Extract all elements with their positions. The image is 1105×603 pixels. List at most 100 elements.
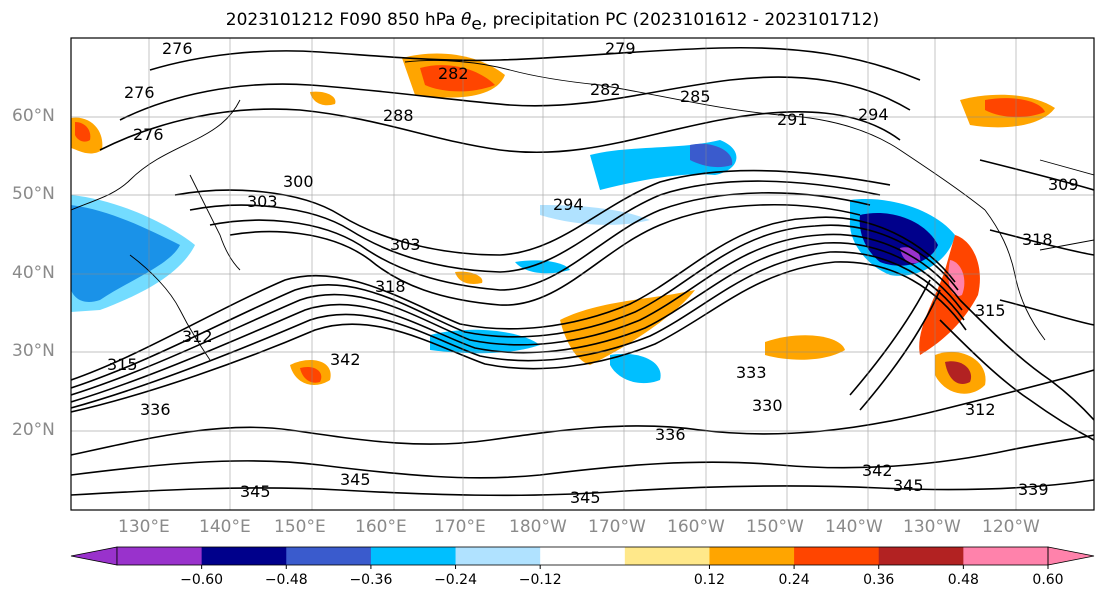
contour-label: 339 <box>1018 480 1049 499</box>
contour-label: 303 <box>390 235 421 254</box>
contour-label: 342 <box>330 350 361 369</box>
gridlines <box>71 38 1094 510</box>
colorbar-extend-max <box>1047 546 1095 566</box>
anomaly-red-hawaii <box>945 361 972 384</box>
colorbar-segment <box>878 547 964 565</box>
contour-label: 345 <box>570 488 601 507</box>
lon-label: 180°W <box>509 517 567 537</box>
lon-label: 130°W <box>903 517 961 537</box>
lon-label: 140°W <box>825 517 883 537</box>
lon-label: 120°W <box>982 517 1040 537</box>
anomaly-orange-e1 <box>310 91 336 106</box>
lon-label: 130°E <box>118 517 170 537</box>
contour-label: 291 <box>777 110 808 129</box>
colorbar-segment <box>201 547 287 565</box>
coastlines <box>71 59 1094 361</box>
contour-label: 309 <box>1048 175 1079 194</box>
anomaly-pink-coast <box>948 260 965 296</box>
lon-label: 170°W <box>588 517 646 537</box>
colorbar-extend-min <box>70 546 118 566</box>
contour-label: 345 <box>893 476 924 495</box>
anomaly-red-bering <box>420 65 495 92</box>
title-forecast: F090 <box>339 10 382 30</box>
contour-label: 282 <box>590 80 621 99</box>
lat-label: 60°N <box>12 106 55 126</box>
contour-label: 330 <box>752 396 783 415</box>
contour-label: 312 <box>182 327 213 346</box>
title-rest: , precipitation PC (2023101612 - 2023101… <box>481 10 880 30</box>
colorbar-tick-label: −0.48 <box>264 572 308 588</box>
anomaly-cyan-n1 <box>515 260 570 274</box>
lat-label: 50°N <box>12 184 55 204</box>
lon-label: 170°E <box>434 517 486 537</box>
anomaly-cyan-central2 <box>610 353 661 384</box>
colorbar-segment <box>624 547 710 565</box>
colorbar <box>70 546 1095 569</box>
contour-label: 282 <box>438 64 469 83</box>
contour-label: 288 <box>383 106 414 125</box>
colorbar-segment <box>117 547 203 565</box>
contour-label: 303 <box>247 192 278 211</box>
colorbar-tick-label: 0.24 <box>778 572 810 588</box>
contour-label: 276 <box>133 125 164 144</box>
anomaly-cyan-asia <box>71 195 195 312</box>
anomaly-red-ne <box>985 98 1045 118</box>
lon-label: 150°W <box>746 517 804 537</box>
theta-e-contours <box>71 46 1094 497</box>
contour-label: 315 <box>975 301 1006 320</box>
contour-label: 315 <box>107 355 138 374</box>
title-level: 850 hPa <box>387 10 456 30</box>
colorbar-segment <box>794 547 880 565</box>
lon-label: 150°E <box>274 517 326 537</box>
contour-label: 336 <box>140 400 171 419</box>
colorbar-frame <box>116 546 1049 566</box>
colorbar-tick-label: −0.24 <box>434 572 477 588</box>
contour-label: 294 <box>553 195 584 214</box>
contour-label: 276 <box>124 83 155 102</box>
colorbar-tick-label: −0.12 <box>518 572 562 588</box>
contour-labels: 276 276 276 279 282 282 285 288 291 294 … <box>107 39 1079 507</box>
contour-label: 312 <box>965 400 996 419</box>
contour-label: 336 <box>655 425 686 444</box>
contour-label: 300 <box>283 172 314 191</box>
lat-label: 40°N <box>12 263 55 283</box>
contour-label: 333 <box>736 363 767 382</box>
colorbar-tick-label: 0.60 <box>1032 572 1064 588</box>
contour-label: 318 <box>375 277 406 296</box>
colorbar-tick-label: −0.60 <box>180 572 224 588</box>
chart-title: 2023101212 F090 850 hPa θe, precipitatio… <box>0 10 1105 34</box>
colorbar-tick-label: 0.12 <box>693 572 726 588</box>
contour-label: 279 <box>605 39 636 58</box>
colorbar-tick-label: −0.36 <box>349 572 393 588</box>
contour-label: 318 <box>1022 230 1053 249</box>
anomaly-red-asia <box>75 122 91 142</box>
lat-label: 30°N <box>12 341 55 361</box>
colorbar-segment <box>455 547 541 565</box>
colorbar-tick-label: 0.48 <box>947 572 979 588</box>
contour-label: 285 <box>680 87 711 106</box>
lon-label: 160°E <box>355 517 407 537</box>
anomaly-blue-aleutian <box>690 143 733 168</box>
title-run: 2023101212 <box>225 10 334 30</box>
contour-label: 342 <box>862 461 893 480</box>
title-symbol-sub: e <box>471 14 482 35</box>
colorbar-segment <box>709 547 795 565</box>
lon-label: 140°E <box>199 517 251 537</box>
colorbar-segment <box>540 547 626 565</box>
lat-label: 20°N <box>12 420 55 440</box>
map-frame <box>70 37 1095 511</box>
colorbar-tick-label: 0.36 <box>863 572 895 588</box>
contour-label: 276 <box>162 39 193 58</box>
colorbar-segment <box>286 547 372 565</box>
anomaly-red-west <box>300 366 322 383</box>
title-symbol: θ <box>460 10 472 30</box>
contour-label: 345 <box>240 482 271 501</box>
anomaly-orange-n2 <box>455 271 483 284</box>
contour-label: 294 <box>858 105 889 124</box>
colorbar-segment <box>370 547 457 565</box>
colorbar-segment <box>963 547 1049 565</box>
lon-label: 160°W <box>667 517 725 537</box>
contour-label: 345 <box>340 470 371 489</box>
anomaly-cyan-n3 <box>540 205 650 225</box>
